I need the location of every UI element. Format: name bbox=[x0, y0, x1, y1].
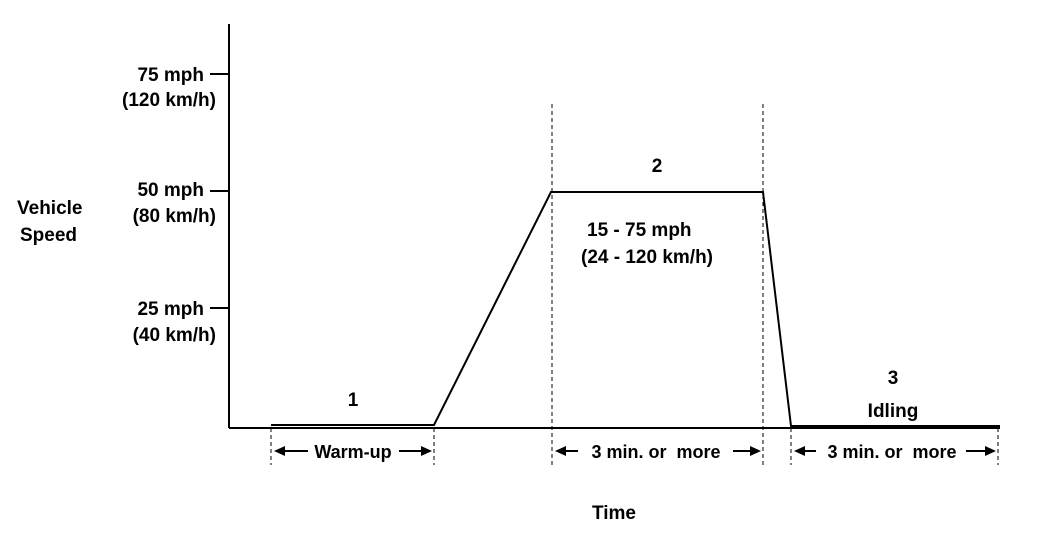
x-axis-title: Time bbox=[592, 503, 636, 524]
y-tick-25-kmh: (40 km/h) bbox=[133, 325, 216, 346]
y-axis-title-line2: Speed bbox=[20, 225, 77, 246]
duration-arrow-stage3: 3 min. or more bbox=[794, 442, 996, 462]
duration-arrow-warmup: Warm-up bbox=[274, 442, 432, 462]
stage-3-name: Idling bbox=[868, 401, 919, 422]
y-tick-75-kmh: (120 km/h) bbox=[122, 90, 216, 111]
y-tick-50-mph: 50 mph bbox=[137, 180, 204, 201]
stage-3-number: 3 bbox=[888, 368, 899, 389]
stage-1-number: 1 bbox=[348, 390, 359, 411]
y-tick-25-mph: 25 mph bbox=[137, 299, 204, 320]
y-tick-50-kmh: (80 km/h) bbox=[133, 206, 216, 227]
y-tick-75-mph: 75 mph bbox=[137, 65, 204, 86]
y-axis-title-line1: Vehicle bbox=[17, 198, 83, 219]
duration-stage2-label: 3 min. or more bbox=[591, 442, 720, 462]
stage-2-range-kmh: (24 - 120 km/h) bbox=[581, 247, 713, 268]
stage-2-range-mph: 15 - 75 mph bbox=[587, 220, 692, 241]
duration-warmup-label: Warm-up bbox=[314, 442, 391, 462]
stage-2-number: 2 bbox=[652, 156, 663, 177]
speed-profile-line bbox=[271, 191, 1000, 427]
duration-stage3-label: 3 min. or more bbox=[827, 442, 956, 462]
duration-arrow-stage2: 3 min. or more bbox=[555, 442, 761, 462]
